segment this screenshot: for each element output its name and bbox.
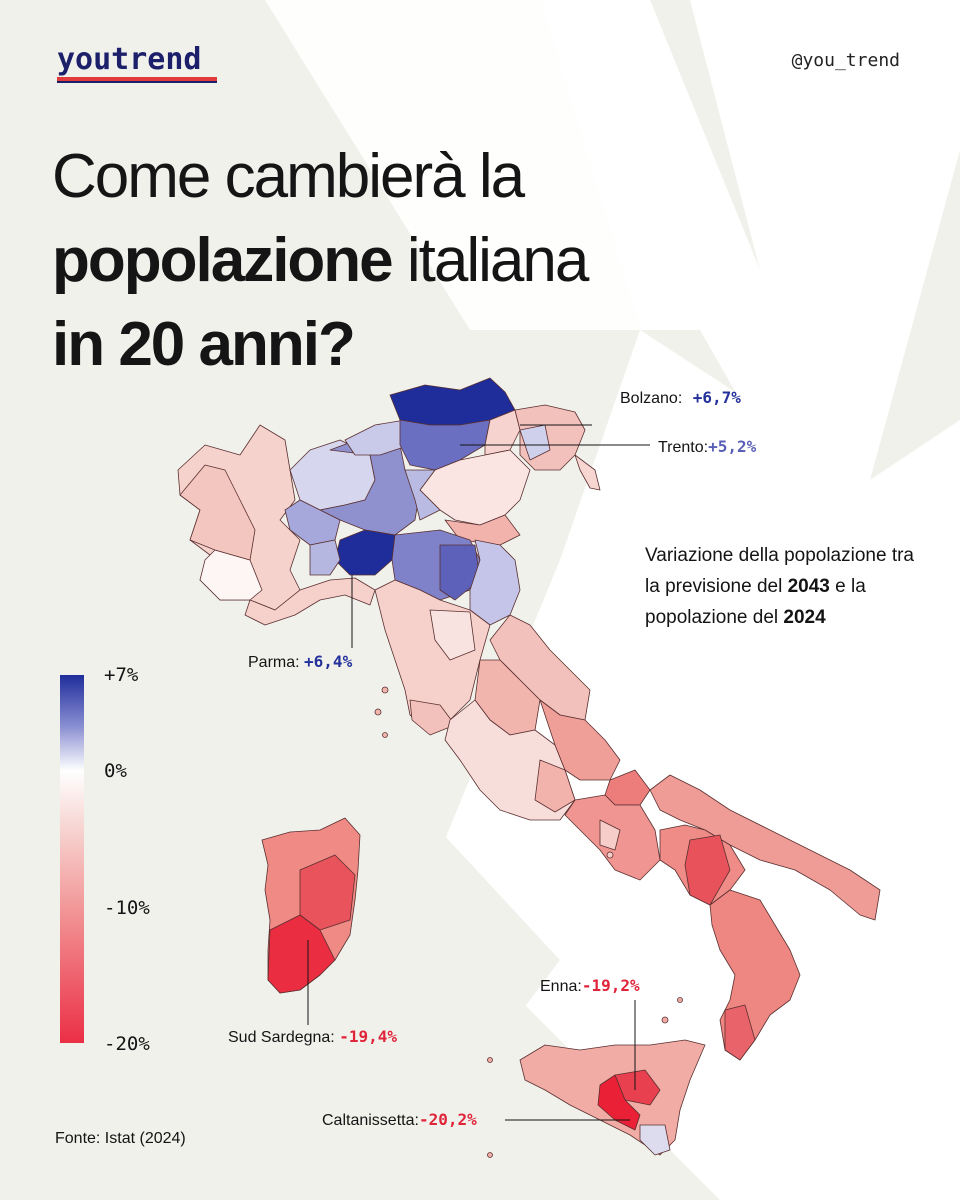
callout-bolzano-name: Bolzano: xyxy=(620,390,683,407)
logo-underline-red xyxy=(57,77,217,81)
legend-tick-minus20: -20% xyxy=(104,1033,150,1055)
callout-caltanissetta: Caltanissetta:-20,2% xyxy=(322,1110,477,1130)
province-ragusa xyxy=(639,1124,671,1156)
province-firenze xyxy=(429,609,476,661)
province-piacenza xyxy=(309,539,341,576)
callout-parma-name: Parma: xyxy=(248,654,300,671)
callout-caltanissetta-value: -20,2% xyxy=(418,1110,477,1129)
region-calabria xyxy=(709,889,801,1061)
logo-underline-blue xyxy=(57,81,217,83)
region-veneto xyxy=(419,449,531,526)
note-part1: Variazione della popolazione tra la prev… xyxy=(645,545,914,597)
callout-trento-value: +5,2% xyxy=(708,437,757,456)
province-verona xyxy=(404,469,441,521)
title-bold-question: in 20 anni? xyxy=(52,310,356,379)
callout-parma: Parma: +6,4% xyxy=(248,652,352,672)
callout-bolzano-value: +6,7% xyxy=(692,388,741,407)
callout-enna-value: -19,2% xyxy=(581,976,640,995)
province-grosseto xyxy=(409,699,456,736)
callout-trento: Trento:+5,2% xyxy=(658,437,756,457)
province-reggio xyxy=(724,1004,756,1061)
title-line-2: popolazione italiana xyxy=(52,219,589,303)
province-trieste xyxy=(574,454,601,491)
region-puglia xyxy=(649,774,881,921)
callout-sud-sardegna-value: -19,4% xyxy=(339,1027,397,1046)
province-bologna xyxy=(439,544,481,601)
region-liguria xyxy=(244,577,376,626)
province-trento xyxy=(399,419,491,471)
title-line-3: in 20 anni? xyxy=(52,303,587,387)
note-part2: e la popolazione del xyxy=(645,576,866,628)
callout-sud-sardegna: Sud Sardegna: -19,4% xyxy=(228,1027,397,1047)
province-udine-east xyxy=(519,424,551,461)
province-frosinone xyxy=(534,759,576,813)
note-year1: 2043 xyxy=(787,576,830,597)
region-abruzzo xyxy=(539,699,621,781)
callout-sud-sardegna-name: Sud Sardegna: xyxy=(228,1029,335,1046)
legend-tick-minus10: -10% xyxy=(104,897,150,919)
note-year2: 2024 xyxy=(783,607,826,628)
title-line-1: Come cambierà la xyxy=(52,142,525,211)
callout-caltanissetta-name: Caltanissetta: xyxy=(322,1112,419,1129)
callout-enna-name: Enna: xyxy=(540,978,582,995)
legend-tick-zero: 0% xyxy=(104,760,127,782)
legend-color-scale xyxy=(60,675,84,1043)
province-nuoro xyxy=(299,854,356,931)
province-caltanissetta xyxy=(597,1074,641,1131)
youtrend-logo: youtrend xyxy=(57,42,202,77)
title-bold-word: popolazione xyxy=(52,226,394,295)
callout-bolzano: Bolzano: +6,7% xyxy=(620,388,741,408)
province-torino xyxy=(179,464,256,561)
source-note: Fonte: Istat (2024) xyxy=(55,1130,186,1147)
callout-parma-value: +6,4% xyxy=(304,652,353,671)
province-sud-sardegna xyxy=(267,914,336,994)
callout-enna: Enna:-19,2% xyxy=(540,976,640,996)
province-parma xyxy=(334,529,396,576)
region-romagna xyxy=(469,539,521,626)
title-rest: italiana xyxy=(406,226,589,295)
map-note: Variazione della popolazione tra la prev… xyxy=(645,540,915,633)
callout-trento-name: Trento: xyxy=(658,439,709,456)
social-handle: @you_trend xyxy=(791,50,900,71)
province-cuneo xyxy=(199,549,263,601)
province-napoli xyxy=(599,819,621,851)
legend-tick-max: +7% xyxy=(104,664,139,686)
page-title: Come cambierà la popolazione italiana in… xyxy=(52,135,589,387)
